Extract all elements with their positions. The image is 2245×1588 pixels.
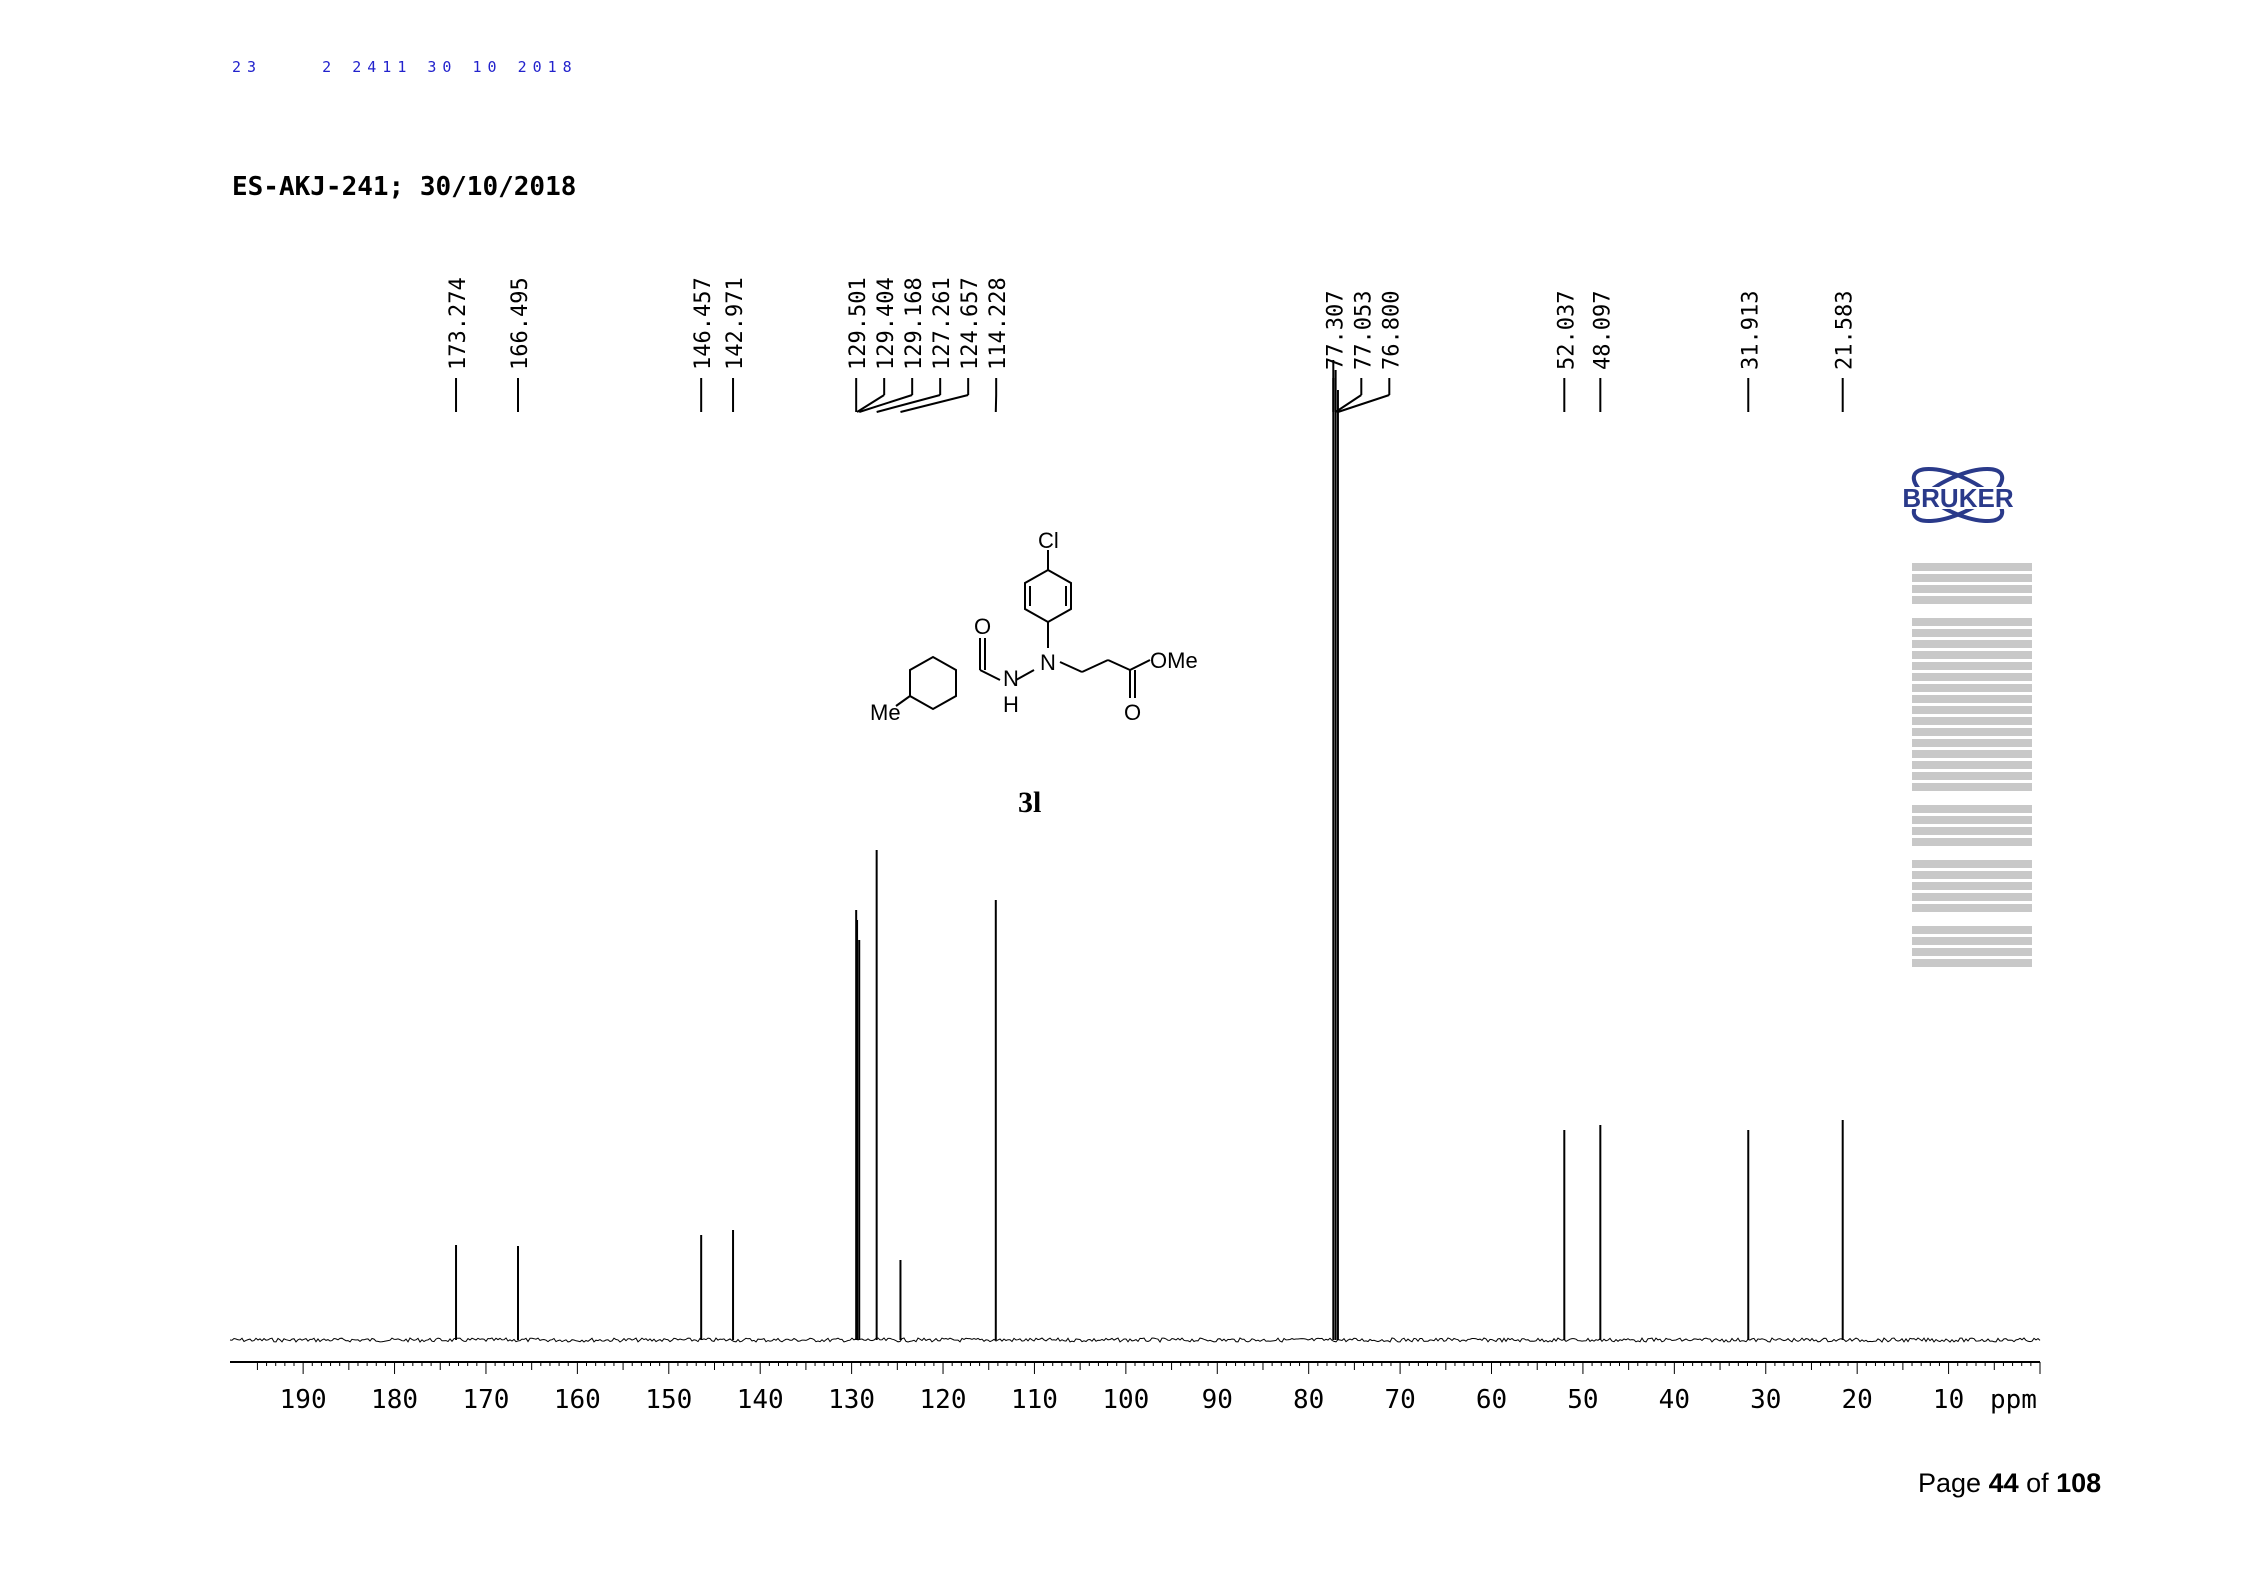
peak-label-16: 21.583	[1833, 291, 1858, 370]
x-tick-label: 140	[737, 1385, 784, 1415]
atom-ome: OMe	[1150, 648, 1198, 673]
x-tick-label: 180	[371, 1385, 418, 1415]
peak-label-group: 173.274 166.495 146.457 142.971 129.501 129.4…	[446, 277, 1858, 370]
x-tick-label: 40	[1659, 1385, 1690, 1415]
header-note: 23 2 2411 30 10 2018	[232, 58, 578, 76]
label-connector-7	[876, 394, 941, 413]
acquisition-parameters-block	[1912, 560, 2032, 970]
x-tick-label: 130	[828, 1385, 875, 1415]
x-tick-label: 150	[645, 1385, 692, 1415]
page-of-text: of	[2018, 1468, 2057, 1498]
x-tick-label: 50	[1567, 1385, 1598, 1415]
x-tick-label: 90	[1202, 1385, 1233, 1415]
x-tick-label: 120	[920, 1385, 967, 1415]
label-connector-6	[858, 394, 913, 413]
spectrum-trace-group	[229, 360, 2041, 1343]
peak-label-14: 48.097	[1590, 291, 1615, 370]
x-tick-label: 160	[554, 1385, 601, 1415]
peak-label-15: 31.913	[1738, 291, 1763, 370]
peak-label-0: 173.274	[446, 277, 471, 370]
peak-label-13: 52.037	[1554, 291, 1579, 370]
label-connector-5	[856, 394, 885, 413]
x-axis: 190 180 170 160 150 140 130 120 110 100 90 80 70 60 50…	[230, 1361, 2041, 1415]
x-tick-label: 10	[1933, 1385, 1964, 1415]
atom-n-amide: N	[1003, 666, 1019, 691]
label-connector-11	[1335, 394, 1362, 413]
peak-label-4: 129.501	[846, 277, 871, 370]
peak-label-11: 77.053	[1351, 291, 1376, 370]
x-tick-label: 110	[1011, 1385, 1058, 1415]
peak-label-12: 76.800	[1379, 291, 1404, 370]
peak-label-7: 127.261	[930, 277, 955, 370]
label-connector-8	[900, 394, 969, 413]
peak-label-5: 129.404	[874, 277, 899, 370]
page-prefix: Page	[1918, 1468, 1989, 1498]
peak-label-3: 142.971	[723, 277, 748, 370]
x-tick-label: 30	[1750, 1385, 1781, 1415]
atom-o-carbonyl: O	[974, 614, 991, 639]
peak-label-6: 129.168	[902, 277, 927, 370]
spectrum-baseline	[229, 1337, 2041, 1343]
page-total: 108	[2056, 1468, 2102, 1498]
x-tick-label: 70	[1384, 1385, 1415, 1415]
peak-label-8: 124.657	[958, 277, 983, 370]
svg-text:BRUKER: BRUKER	[1902, 483, 2013, 513]
atom-o-ester: O	[1124, 700, 1141, 725]
peak-label-2: 146.457	[691, 277, 716, 370]
x-tick-label: 170	[462, 1385, 509, 1415]
atom-n-aryl: N	[1040, 650, 1056, 675]
x-tick-label: 80	[1293, 1385, 1324, 1415]
sample-title: ES-AKJ-241; 30/10/2018	[232, 172, 577, 202]
peak-label-10: 77.307	[1323, 291, 1348, 370]
page-number: 44	[1988, 1468, 2019, 1498]
page-footer: Page 44 of 108	[1918, 1468, 2101, 1499]
peak-label-9: 114.228	[986, 277, 1011, 370]
peak-connector-group	[455, 378, 1844, 413]
x-tick-label: 20	[1842, 1385, 1873, 1415]
peak-label-1: 166.495	[508, 277, 533, 370]
atom-me: Me	[870, 700, 901, 725]
chemical-structure: Cl O N N H OMe O Me 3l	[870, 528, 1198, 819]
x-tick-label: 60	[1476, 1385, 1507, 1415]
label-connector-12	[1337, 394, 1390, 413]
x-tick-label: 190	[280, 1385, 327, 1415]
x-axis-unit-label: ppm	[1990, 1385, 2037, 1415]
bruker-logo: BRUKER	[1892, 466, 2024, 524]
compound-label: 3l	[1018, 786, 1041, 819]
atom-h: H	[1003, 692, 1019, 717]
atom-cl: Cl	[1038, 528, 1059, 553]
x-tick-label: 100	[1102, 1385, 1149, 1415]
